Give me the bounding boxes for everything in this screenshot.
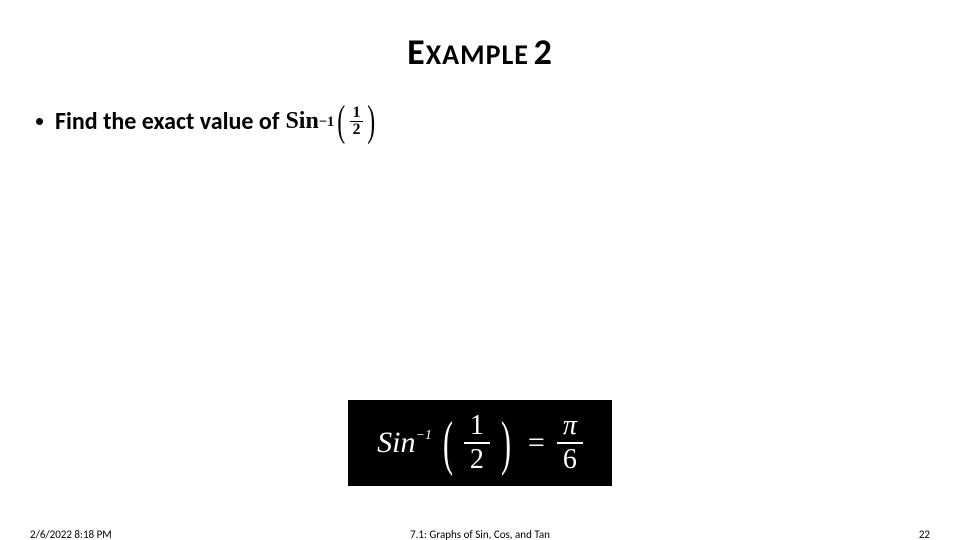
answer-lhs-fraction: 1 2 [464, 410, 490, 476]
answer-func: Sin−1 [377, 426, 432, 460]
arg-denominator: 2 [350, 122, 364, 138]
answer-lhs-num: 1 [464, 410, 490, 444]
title-word-2: 2 [534, 30, 553, 74]
equals-sign: = [528, 426, 545, 460]
answer-lhs-den: 2 [464, 444, 490, 476]
answer-rhs-num: π [557, 410, 583, 444]
arg-numerator: 1 [350, 105, 364, 122]
answer-box: Sin−1 ( 1 2 ) = π 6 [348, 400, 612, 486]
title-rest-1: XAMPLE [426, 37, 529, 72]
problem-statement: Find the exact value of Sin−1 ( 1 2 ) [36, 105, 379, 139]
title-cap-1: E [407, 30, 426, 74]
problem-prefix: Find the exact value of [55, 107, 279, 136]
footer-section: 7.1: Graphs of Sin, Cos, and Tan [0, 528, 960, 540]
argument-fraction: 1 2 [350, 105, 364, 139]
answer-exponent: −1 [415, 428, 431, 443]
slide-title: EXAMPLE 2 [0, 30, 960, 74]
bullet-icon [36, 118, 43, 125]
func-name: Sin [285, 108, 318, 135]
answer-rhs-den: 6 [557, 444, 583, 476]
footer-page-number: 22 [919, 528, 930, 540]
problem-expression: Sin−1 ( 1 2 ) [285, 105, 378, 139]
answer-rhs-fraction: π 6 [557, 410, 583, 476]
